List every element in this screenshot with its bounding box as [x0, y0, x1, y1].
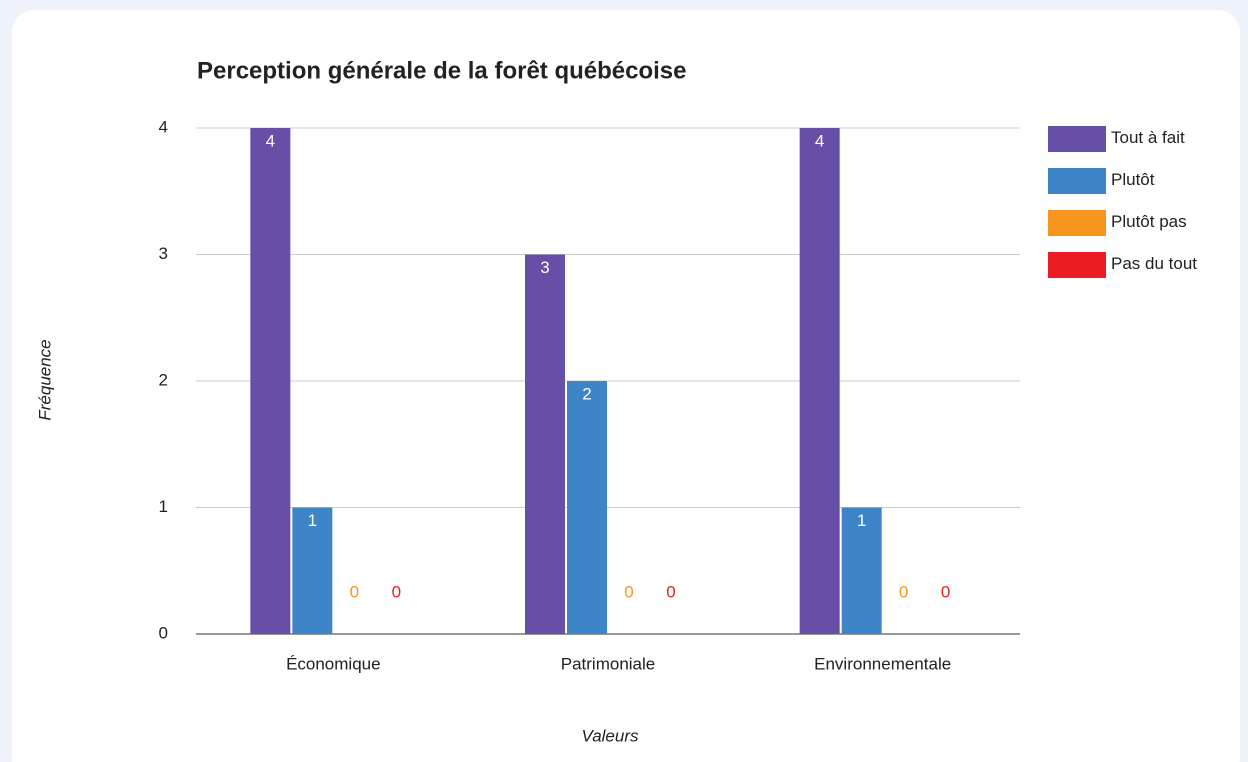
data-label: 0: [624, 582, 633, 601]
x-axis-label: Valeurs: [581, 726, 639, 745]
data-label: 1: [308, 511, 317, 530]
data-label: 3: [540, 258, 549, 277]
legend-entry: Tout à fait: [1111, 128, 1185, 147]
legend-label: Tout à fait: [1111, 128, 1185, 147]
bar: [841, 507, 882, 634]
legend-entry: Pas du tout: [1111, 254, 1198, 273]
data-label: 1: [857, 511, 866, 530]
data-label: 0: [941, 582, 950, 601]
legend-label: Pas du tout: [1111, 254, 1198, 273]
data-label: 4: [815, 131, 824, 150]
data-label: 0: [392, 582, 401, 601]
x-tick-label: Environnementale: [814, 654, 951, 673]
legend-entry: Plutôt pas: [1111, 212, 1187, 231]
y-tick-label: 0: [159, 623, 168, 642]
bar: [567, 381, 607, 634]
x-tick-label: Économique: [286, 654, 381, 673]
y-tick-label: 4: [159, 117, 168, 136]
card: [12, 10, 1240, 762]
y-tick-label: 1: [159, 497, 168, 516]
y-axis-label: Fréquence: [35, 339, 54, 420]
bar: [250, 128, 291, 634]
data-label: 0: [899, 582, 908, 601]
bar: [525, 254, 565, 634]
legend-swatch: [1048, 210, 1106, 236]
bar: [292, 507, 333, 634]
legend-label: Plutôt: [1111, 170, 1155, 189]
data-label: 0: [666, 582, 675, 601]
legend-swatch: [1048, 168, 1106, 194]
legend-swatch: [1048, 126, 1106, 152]
data-label: 4: [266, 131, 275, 150]
bar: [799, 128, 840, 634]
legend-swatch: [1048, 252, 1106, 278]
x-tick-label: Patrimoniale: [561, 654, 656, 673]
legend-entry: Plutôt: [1111, 170, 1155, 189]
chart-title: Perception générale de la forêt québécoi…: [197, 57, 687, 84]
data-label: 0: [350, 582, 359, 601]
y-tick-label: 2: [159, 370, 168, 389]
data-label: 2: [582, 384, 591, 403]
legend-label: Plutôt pas: [1111, 212, 1187, 231]
y-tick-label: 3: [159, 244, 168, 263]
